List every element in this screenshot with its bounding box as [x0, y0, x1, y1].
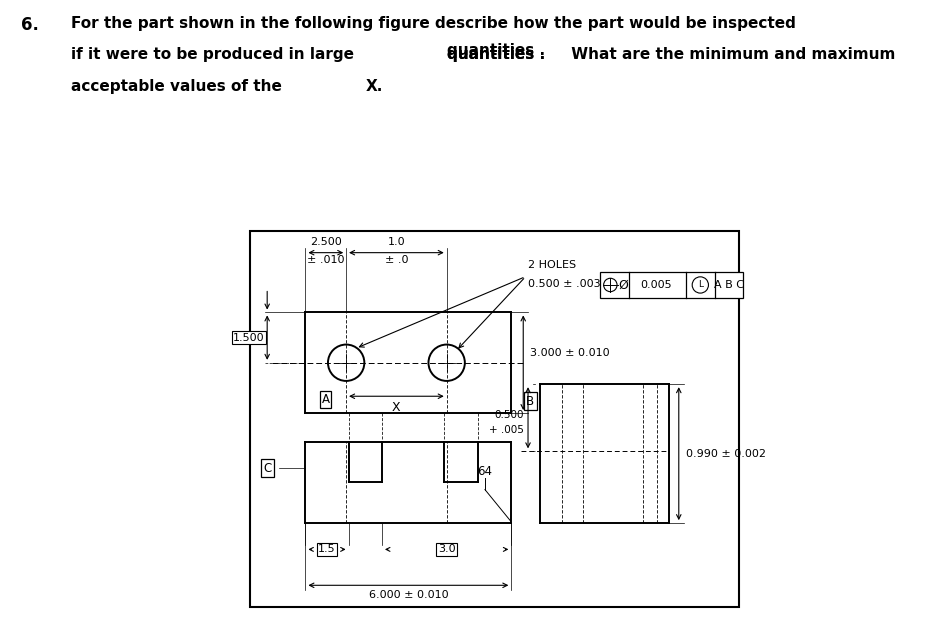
Text: quantities .: quantities .: [447, 47, 545, 63]
Text: 2 HOLES: 2 HOLES: [528, 260, 576, 270]
Text: A B C: A B C: [714, 280, 744, 290]
Text: B: B: [526, 394, 534, 408]
Text: 0.005: 0.005: [640, 280, 671, 290]
Text: if it were to be produced in large: if it were to be produced in large: [71, 47, 359, 63]
Text: 6.: 6.: [21, 16, 39, 34]
Text: 2.500: 2.500: [310, 237, 341, 247]
Bar: [600, 272, 744, 298]
Text: For the part shown in the following figure describe how the part would be inspec: For the part shown in the following figu…: [71, 16, 796, 31]
Text: X: X: [392, 401, 400, 414]
Text: 1.0: 1.0: [388, 237, 405, 247]
Text: + .005: + .005: [490, 425, 524, 435]
Text: 64: 64: [477, 465, 493, 478]
Text: 1.5: 1.5: [319, 544, 336, 555]
Text: acceptable values of the: acceptable values of the: [71, 79, 287, 94]
Text: C: C: [263, 461, 271, 475]
Text: quantities .: quantities .: [447, 43, 545, 58]
Text: ± .010: ± .010: [307, 255, 344, 265]
Text: L: L: [698, 280, 703, 289]
Text: 6.000 ± 0.010: 6.000 ± 0.010: [369, 590, 448, 600]
Text: 0.500 ± .003: 0.500 ± .003: [528, 279, 601, 289]
Text: ± .0: ± .0: [384, 255, 408, 265]
Text: 3.000 ± 0.010: 3.000 ± 0.010: [531, 348, 610, 358]
Text: X.: X.: [366, 79, 383, 94]
Text: A: A: [321, 393, 330, 406]
Text: quantities .: quantities .: [447, 47, 545, 63]
Text: 0.500: 0.500: [495, 410, 524, 420]
Text: Ø: Ø: [619, 279, 629, 291]
Text: 1.500: 1.500: [233, 332, 264, 342]
Text: What are the minimum and maximum: What are the minimum and maximum: [566, 47, 895, 63]
Text: 3.0: 3.0: [437, 544, 456, 555]
Text: 0.990 ± 0.002: 0.990 ± 0.002: [686, 449, 766, 459]
